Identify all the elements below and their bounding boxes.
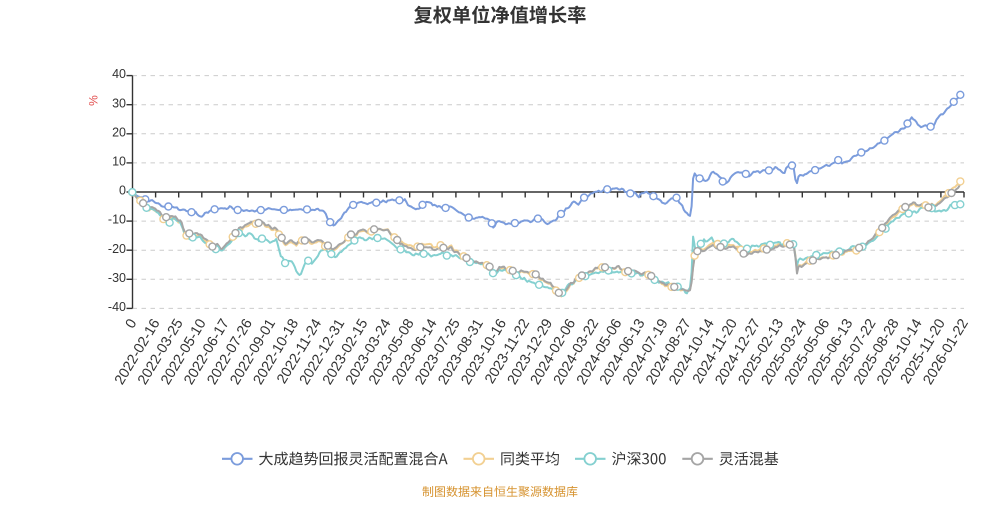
svg-text:20: 20 — [112, 125, 126, 139]
svg-text:0: 0 — [119, 184, 126, 198]
svg-text:30: 30 — [112, 96, 126, 110]
svg-text:%: % — [87, 95, 101, 106]
svg-text:40: 40 — [112, 67, 126, 81]
svg-text:-10: -10 — [108, 213, 126, 227]
svg-text:-30: -30 — [108, 271, 126, 285]
svg-text:10: 10 — [112, 155, 126, 169]
svg-text:-20: -20 — [108, 242, 126, 256]
svg-text:-40: -40 — [108, 300, 126, 314]
